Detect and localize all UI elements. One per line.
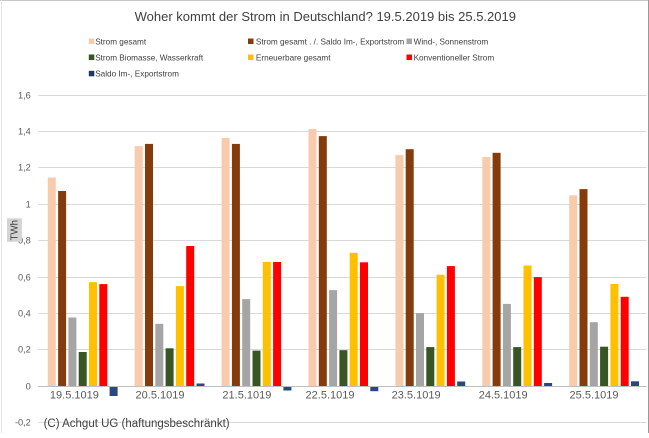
- svg-text:19.5.1019: 19.5.1019: [50, 390, 99, 402]
- svg-text:0,4: 0,4: [18, 308, 31, 318]
- svg-text:Saldo Im-, Exportstrom: Saldo Im-, Exportstrom: [95, 70, 179, 79]
- svg-text:0,6: 0,6: [18, 272, 31, 282]
- svg-text:21.5.1019: 21.5.1019: [222, 390, 271, 402]
- svg-text:24.5.1019: 24.5.1019: [479, 390, 528, 402]
- svg-text:TWh: TWh: [9, 220, 20, 240]
- svg-text:0: 0: [26, 381, 31, 391]
- svg-text:Strom gesamt: Strom gesamt: [95, 37, 147, 46]
- svg-text:Konventioneller Strom: Konventioneller Strom: [414, 53, 495, 62]
- svg-text:1,6: 1,6: [18, 90, 31, 100]
- svg-text:0,8: 0,8: [18, 235, 31, 245]
- svg-text:(C) Achgut UG (haftungsbeschrä: (C) Achgut UG (haftungsbeschränkt): [44, 418, 230, 430]
- svg-text:20.5.1019: 20.5.1019: [136, 390, 185, 402]
- svg-text:23.5.1019: 23.5.1019: [392, 390, 441, 402]
- svg-text:Erneuerbare gesamt: Erneuerbare gesamt: [256, 53, 331, 62]
- svg-text:Strom Biomasse, Wasserkraft: Strom Biomasse, Wasserkraft: [95, 53, 204, 62]
- svg-text:22.5.1019: 22.5.1019: [306, 390, 355, 402]
- svg-text:25.5.1019: 25.5.1019: [570, 390, 619, 402]
- svg-text:Wind-, Sonnenstrom: Wind-, Sonnenstrom: [414, 37, 489, 46]
- svg-text:-0,2: -0,2: [15, 417, 31, 427]
- svg-text:1,2: 1,2: [18, 162, 31, 172]
- svg-text:Woher kommt der Strom in Deuts: Woher kommt der Strom in Deutschland? 19…: [135, 9, 516, 24]
- svg-text:0,2: 0,2: [18, 344, 31, 354]
- svg-text:1,4: 1,4: [18, 126, 31, 136]
- svg-text:Strom gesamt . /. Saldo Im-, E: Strom gesamt . /. Saldo Im-, Exportstrom: [256, 37, 405, 46]
- svg-text:1: 1: [26, 199, 31, 209]
